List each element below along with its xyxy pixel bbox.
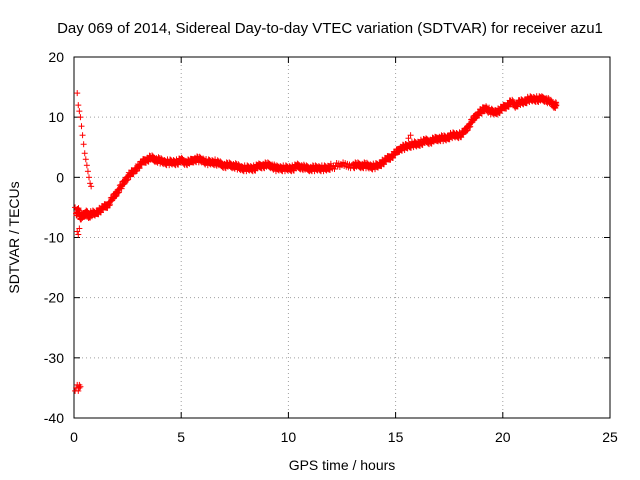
- data-point: [109, 197, 116, 204]
- data-point: [86, 174, 93, 181]
- data-point: [78, 123, 85, 130]
- data-point: [75, 387, 82, 394]
- data-point: [75, 102, 82, 109]
- data-point: [81, 150, 88, 157]
- data-point: [88, 183, 95, 190]
- data-point: [79, 132, 86, 139]
- x-tick-label: 25: [602, 429, 618, 445]
- data-point: [212, 156, 219, 163]
- y-tick-label: -30: [44, 350, 64, 366]
- x-tick-label: 0: [70, 429, 78, 445]
- data-point: [77, 383, 84, 390]
- x-tick-label: 20: [495, 429, 511, 445]
- x-tick-label: 15: [388, 429, 404, 445]
- data-point: [405, 135, 412, 142]
- data-point: [87, 180, 94, 187]
- y-tick-label: -40: [44, 410, 64, 426]
- data-point: [553, 99, 560, 106]
- data-point: [336, 163, 343, 170]
- data-point: [469, 119, 476, 126]
- data-point: [82, 156, 89, 163]
- axis-ticks: 0 5 10 15 20 25 -40 -30 -20 -10 0 10 20: [44, 49, 618, 445]
- data-point: [75, 231, 82, 238]
- grid: [74, 57, 610, 418]
- data-point: [76, 108, 83, 115]
- data-point: [76, 384, 83, 391]
- x-axis-label: GPS time / hours: [289, 457, 396, 473]
- data-point: [80, 141, 87, 148]
- chart-title: Day 069 of 2014, Sidereal Day-to-day VTE…: [57, 20, 603, 37]
- data-point: [113, 192, 120, 199]
- data-point: [83, 162, 90, 169]
- y-tick-label: 20: [48, 49, 64, 65]
- data-point: [84, 168, 91, 175]
- data-point: [74, 228, 81, 235]
- x-tick-label: 5: [177, 429, 185, 445]
- data-point: [77, 114, 84, 121]
- y-tick-label: -10: [44, 230, 64, 246]
- data-points: [72, 90, 560, 394]
- y-tick-label: 0: [56, 169, 64, 185]
- data-point: [407, 132, 414, 139]
- data-point: [74, 90, 81, 97]
- y-tick-label: 10: [48, 109, 64, 125]
- y-axis-label: SDTVAR / TECUs: [6, 181, 22, 293]
- data-point: [76, 225, 83, 232]
- x-tick-label: 10: [281, 429, 297, 445]
- data-point: [331, 166, 338, 173]
- y-tick-label: -20: [44, 290, 64, 306]
